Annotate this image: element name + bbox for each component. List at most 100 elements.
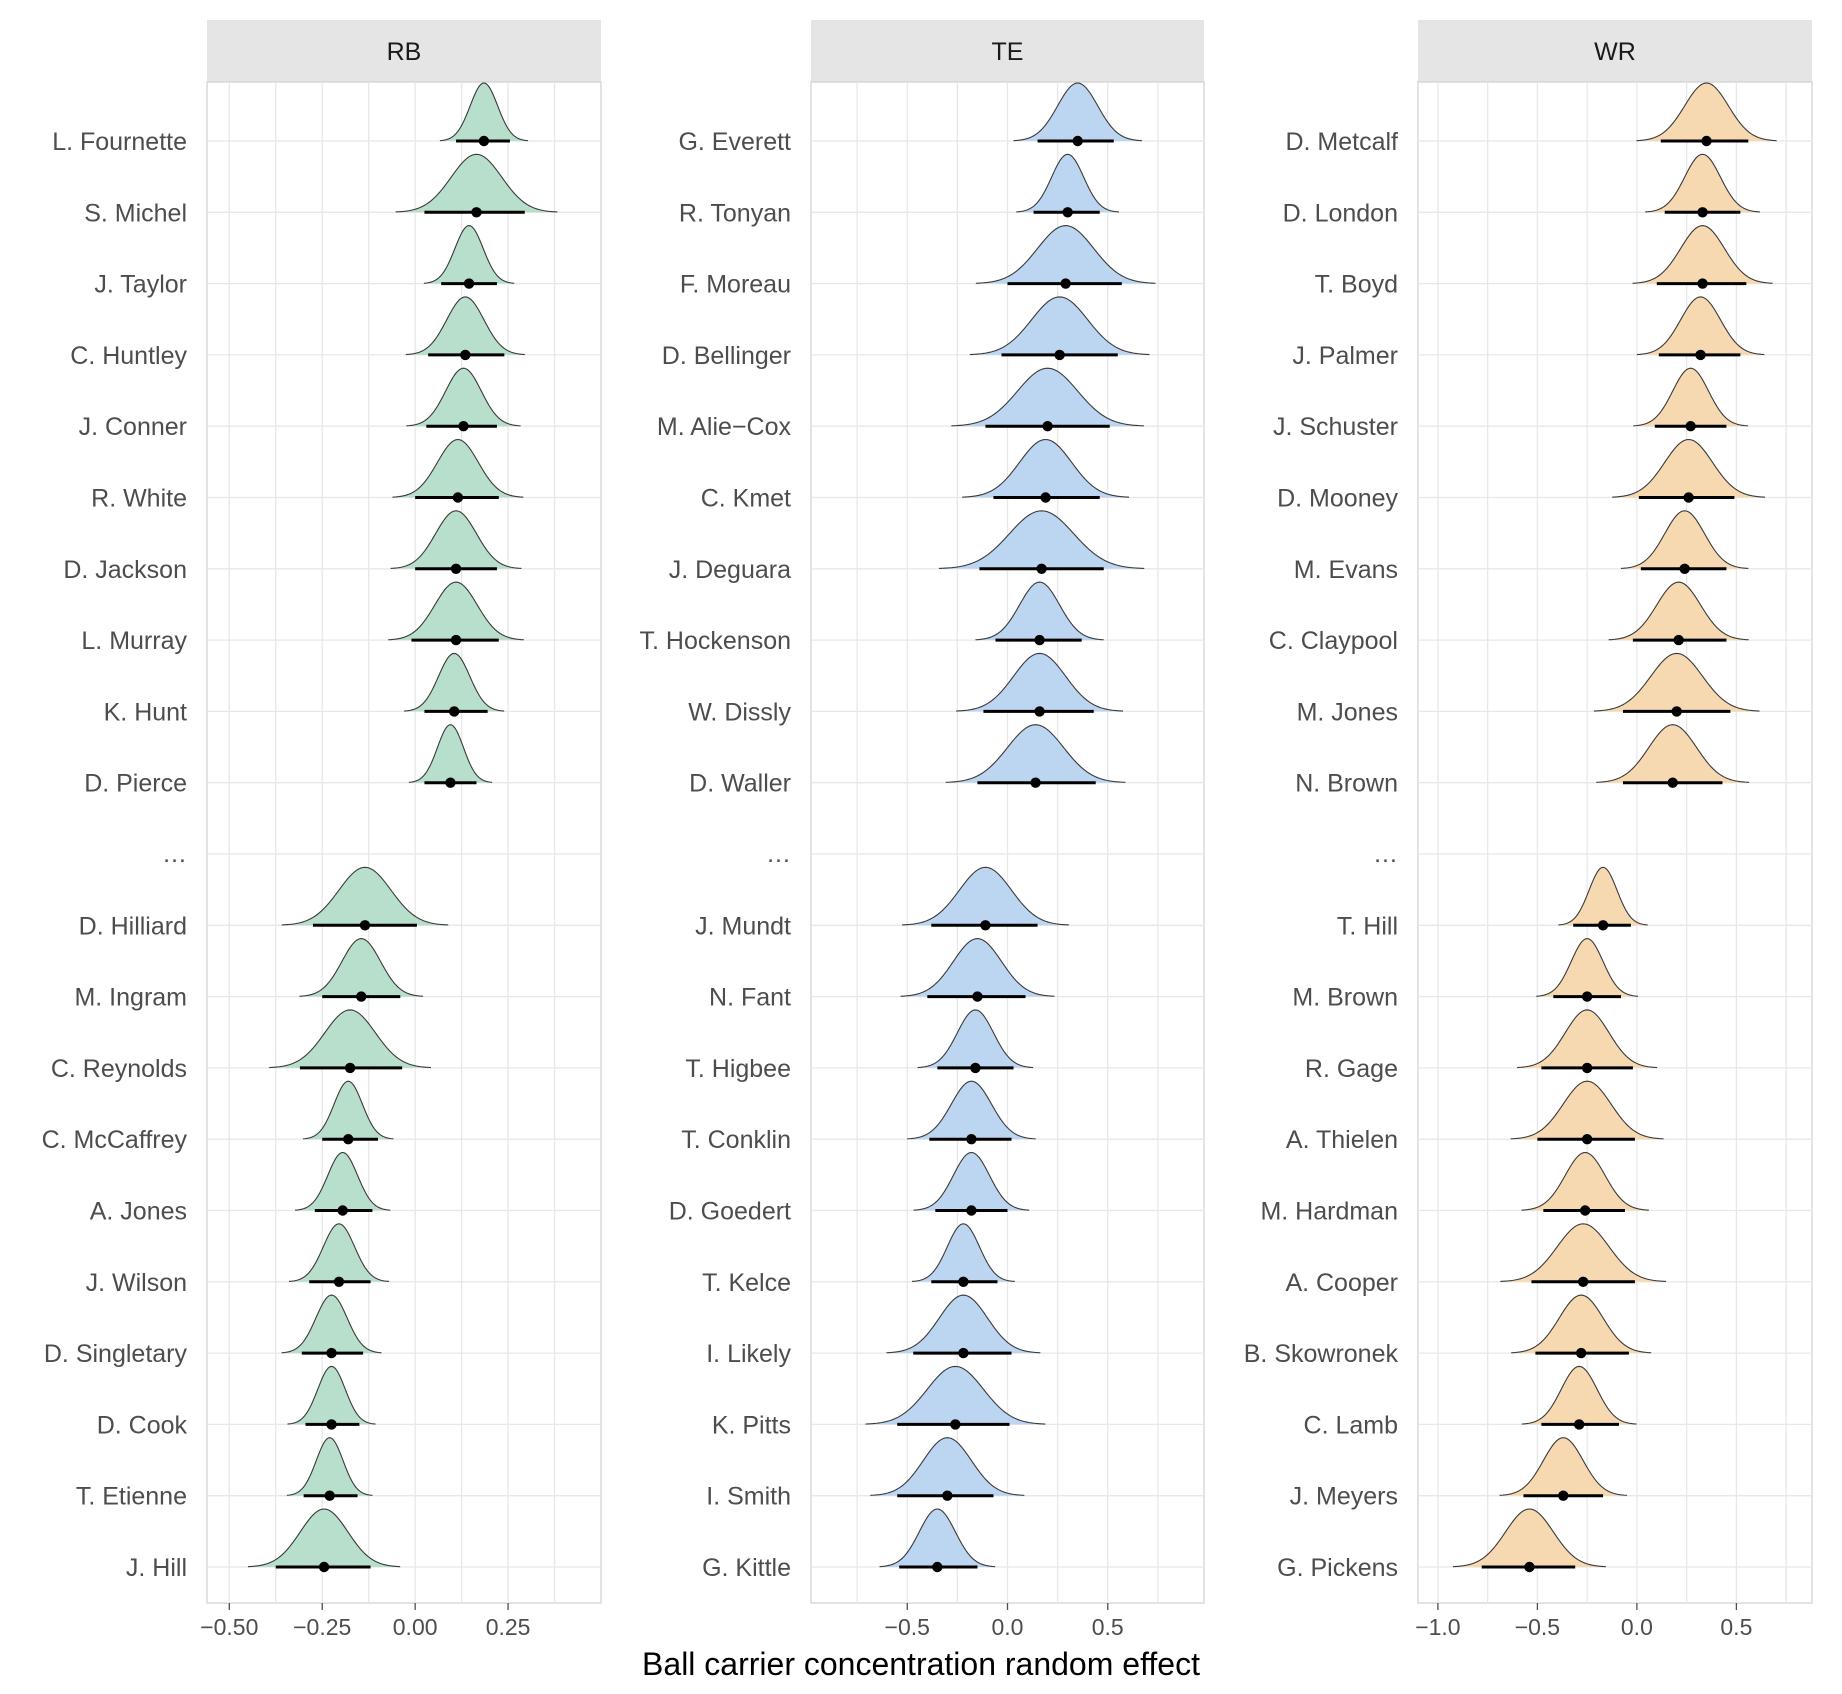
density-ridge [969,296,1150,355]
density-ridge [295,1152,391,1211]
player-label: G. Everett [678,128,791,156]
player-label: M. Evans [1294,556,1398,584]
density-outline [902,866,1069,926]
mean-point [448,706,460,717]
density-ridge [1558,867,1648,926]
player-label: T. Boyd [1315,271,1398,299]
player-label: T. Kelce [702,1269,791,1297]
player-label: I. Smith [706,1483,791,1511]
player-label: C. Huntley [70,342,187,370]
density-ridge [289,1223,389,1282]
player-label: C. Kmet [701,485,791,513]
density-outline [1500,1223,1666,1282]
density-outline [1636,296,1765,356]
density-ridge [390,510,522,569]
player-label: M. Brown [1292,984,1398,1012]
density-ridge [281,1295,382,1354]
mean-point [1060,278,1071,289]
player-label: J. Deguara [669,556,791,584]
density-ridge [395,154,558,213]
density-ridge [408,724,493,783]
player-label: C. Reynolds [51,1055,187,1083]
player-label: J. Wilson [86,1269,187,1297]
mean-point [1671,706,1682,717]
mean-point [1054,349,1065,361]
x-tick-label: 0.00 [393,1614,438,1640]
player-label: T. Hill [1337,912,1398,940]
mean-point [458,421,469,432]
density-outline [1013,82,1142,142]
mean-point [1695,349,1706,361]
mean-point [1040,492,1051,503]
density-outline [303,1080,394,1140]
density-ridge [392,439,524,498]
mean-point [356,991,367,1002]
density-ridge [388,582,524,641]
density-outline [1636,82,1777,142]
density-outline [406,367,521,427]
density-outline [390,510,522,569]
x-tick-label: −0.5 [885,1614,930,1640]
player-label: M. Alie−Cox [657,413,792,441]
mean-point [1701,135,1712,147]
density-ridge [1517,1009,1658,1068]
player-label: D. Goedert [669,1198,791,1226]
density-ridge [287,1366,376,1425]
density-ridge [1608,582,1749,641]
facet-panels: RB L. Fournette S. Michel J. Taylor C. Huntl… [42,20,1813,1640]
player-label: J. Conner [79,413,187,441]
density-outline [287,1365,376,1425]
density-outline [1608,581,1749,641]
facet-strip-label: TE [992,38,1024,66]
mean-point [1036,563,1047,574]
mean-point [1558,1490,1569,1501]
mean-point [1697,207,1708,218]
density-ridge [962,439,1130,498]
x-tick-label: −1.0 [1415,1614,1460,1640]
density-ridge [917,1009,1034,1068]
density-ridge [900,938,1055,997]
density-outline [299,938,424,997]
mean-point [1577,1276,1589,1288]
player-label: D. Jackson [63,556,187,584]
density-outline [1510,1080,1664,1140]
player-label: A. Cooper [1285,1269,1398,1297]
mean-point [958,1276,969,1288]
ellipsis-separator: … [162,840,187,868]
mean-point [1597,920,1609,931]
x-tick-label: −0.25 [293,1614,351,1640]
mean-point [471,207,482,218]
mean-point [942,1490,953,1501]
player-label: D. Bellinger [662,342,791,370]
density-ridge [1632,225,1773,284]
mean-point [1667,777,1678,788]
player-label: F. Moreau [680,271,791,299]
density-outline [917,1009,1034,1069]
player-label: N. Fant [709,984,791,1012]
density-ridge [902,867,1069,926]
density-ridge [303,1081,394,1140]
player-label: D. London [1283,199,1398,227]
density-ridge [913,1152,1030,1211]
player-label: R. Tonyan [679,199,791,227]
density-outline [945,724,1126,783]
density-outline [956,652,1124,712]
density-outline [907,1080,1036,1140]
player-label: D. Mooney [1277,485,1398,513]
density-ridge [406,368,521,427]
density-outline [281,866,449,926]
density-ridge [1633,368,1748,427]
density-outline [1593,652,1760,712]
density-ridge [1521,1366,1637,1425]
density-outline [269,1009,432,1069]
density-ridge [423,225,515,284]
density-outline [913,1151,1030,1211]
x-tick-label: 0.5 [1092,1614,1124,1640]
player-label: G. Pickens [1277,1554,1398,1582]
mean-point [958,1347,969,1359]
panel-wr: WR D. Metcalf D. London T. Boyd J. Palmer J. … [1244,20,1813,1640]
mean-point [1575,1347,1587,1359]
density-outline [1521,1151,1649,1211]
player-label: A. Thielen [1286,1126,1398,1154]
mean-point [318,1561,330,1573]
